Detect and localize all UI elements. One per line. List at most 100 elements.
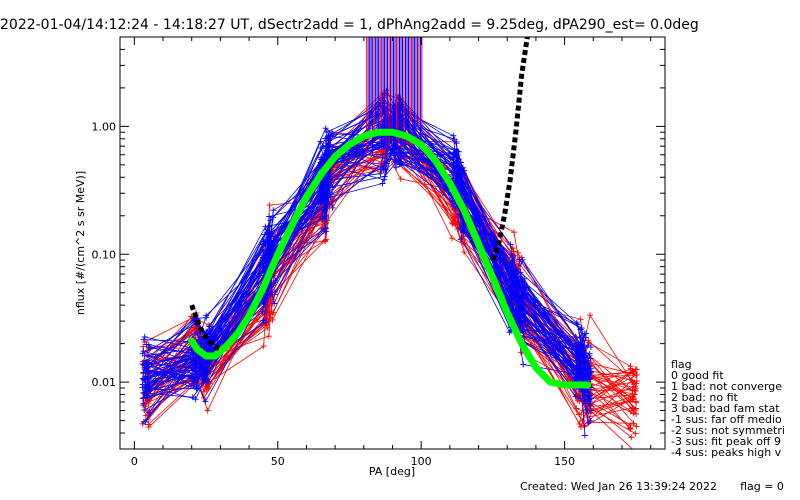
red-point — [633, 366, 640, 373]
blue-point — [317, 138, 324, 145]
blue-point — [586, 391, 593, 398]
blue-point — [379, 154, 386, 161]
red-point — [266, 202, 273, 209]
blue-point — [450, 168, 457, 175]
blue-point — [271, 289, 278, 296]
red-point — [265, 333, 272, 340]
blue-point — [587, 417, 594, 424]
flag-value: flag = 0 — [740, 480, 784, 493]
blue-point — [393, 164, 400, 171]
blue-point — [453, 148, 460, 154]
x-tick-label: 50 — [271, 455, 285, 468]
blue-point — [205, 378, 212, 385]
blue-point — [379, 180, 386, 187]
blue-point — [145, 360, 152, 367]
blue-point — [582, 350, 589, 357]
legend-item: 2 bad: no fit — [671, 391, 738, 404]
blue-point — [203, 312, 210, 319]
blue-point — [317, 196, 324, 203]
blue-point — [519, 310, 526, 317]
blue-point — [139, 384, 146, 391]
red-point — [633, 371, 640, 378]
blue-point — [140, 377, 147, 384]
blue-point — [192, 362, 199, 369]
blue-point — [380, 164, 387, 170]
blue-point — [392, 156, 399, 163]
blue-point — [259, 308, 266, 315]
blue-point — [326, 186, 333, 193]
blue-point — [202, 398, 209, 405]
blue-point — [377, 170, 384, 177]
legend-item: -1 sus: far off medio — [671, 413, 782, 426]
red-point — [204, 407, 211, 414]
blue-point — [322, 125, 329, 132]
red-point — [140, 343, 147, 350]
red-point — [633, 423, 640, 430]
x-tick-label: 150 — [554, 455, 575, 468]
red-point — [578, 424, 584, 430]
blue-point — [396, 145, 403, 152]
blue-point — [579, 370, 586, 377]
created-timestamp: Created: Wed Jan 26 13:39:24 2022 — [520, 480, 718, 493]
blue-point — [326, 137, 333, 144]
blue-point — [270, 240, 276, 247]
blue-point — [270, 207, 277, 214]
blue-point — [587, 375, 594, 382]
red-point — [515, 249, 521, 256]
red-point — [200, 388, 207, 395]
blue-point — [199, 376, 206, 383]
blue-point — [381, 141, 388, 147]
blue-point — [140, 400, 147, 407]
blue-point — [520, 361, 527, 368]
red-point — [631, 406, 638, 413]
blue-point — [507, 241, 514, 248]
blue-point — [146, 409, 153, 416]
red-point — [449, 235, 455, 242]
red-point — [269, 311, 276, 318]
blue-point — [509, 305, 516, 312]
blue-point — [515, 281, 522, 288]
blue-point — [382, 151, 389, 157]
blue-point — [140, 336, 147, 343]
red-point — [632, 383, 638, 390]
red-point — [633, 399, 640, 406]
red-point — [511, 229, 517, 236]
blue-point — [272, 278, 279, 284]
flag-legend: flag 0 good fit 1 bad: not converge 2 ba… — [671, 359, 800, 458]
blue-point — [578, 376, 585, 383]
legend-item: 0 good fit — [671, 369, 724, 382]
blue-point — [261, 296, 268, 303]
red-point — [633, 380, 640, 387]
red-point — [632, 430, 639, 437]
legend-item: -2 sus: not symmetri — [671, 424, 785, 437]
blue-point — [578, 325, 585, 332]
blue-point — [577, 351, 584, 358]
blue-point — [328, 191, 335, 198]
red-point — [633, 378, 640, 385]
blue-point — [140, 418, 147, 425]
blue-point — [322, 151, 329, 158]
red-point — [634, 450, 640, 456]
blue-point — [140, 389, 147, 396]
legend-item: 3 bad: bad fam stat — [671, 402, 780, 415]
red-point — [627, 398, 634, 405]
green-fit-curve — [188, 128, 592, 389]
red-point — [577, 316, 584, 323]
blue-point — [586, 350, 593, 357]
red-point — [633, 411, 640, 417]
blue-point — [453, 140, 460, 147]
blue-point — [194, 330, 201, 337]
blue-series — [148, 116, 586, 393]
blue-point — [459, 186, 466, 193]
blue-point — [577, 354, 584, 361]
blue-point — [454, 177, 461, 184]
blue-point — [265, 252, 272, 259]
blue-point — [192, 396, 199, 403]
chart-title: 2022-01-04/14:12:24 - 14:18:27 UT, dSect… — [0, 17, 699, 33]
red-point — [576, 411, 583, 418]
y-tick-label: 1.00 — [92, 120, 117, 133]
blue-point — [572, 333, 579, 340]
red-point — [576, 420, 583, 427]
blue-point — [397, 154, 404, 161]
legend-title: flag — [671, 359, 692, 371]
